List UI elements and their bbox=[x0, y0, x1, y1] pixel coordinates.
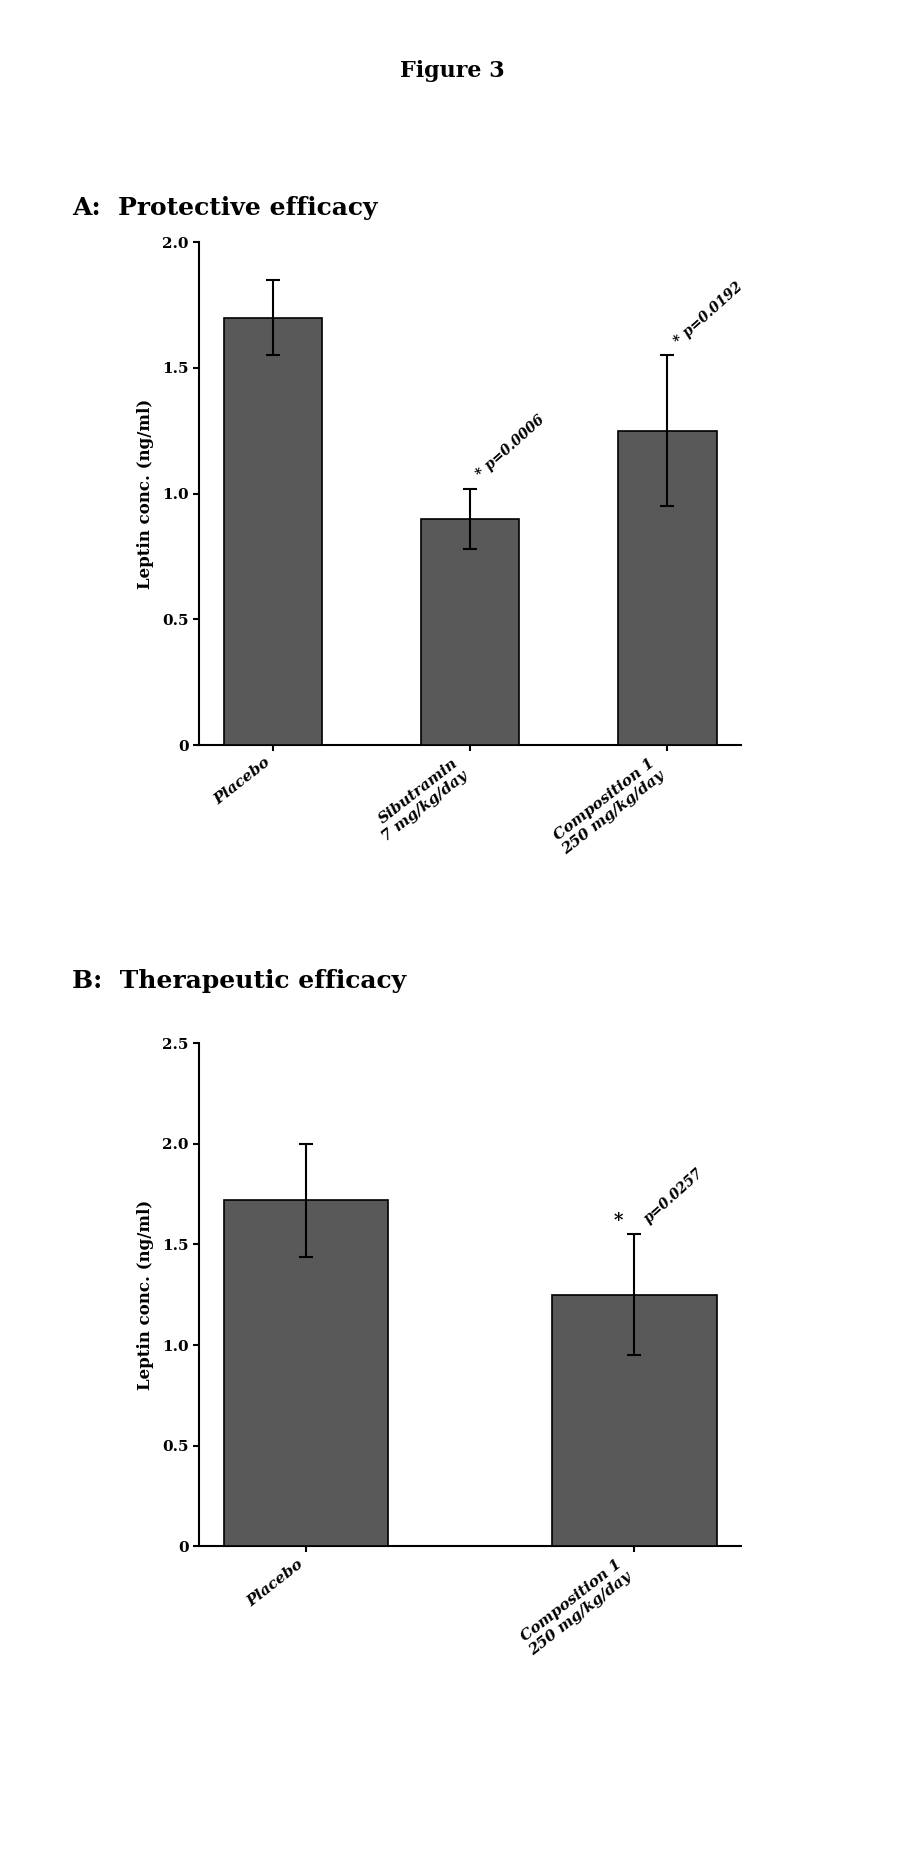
Text: A:  Protective efficacy: A: Protective efficacy bbox=[72, 196, 377, 220]
Bar bbox=[420, 520, 519, 745]
Text: p=0.0257: p=0.0257 bbox=[640, 1166, 705, 1226]
Bar bbox=[223, 1200, 387, 1546]
Y-axis label: Leptin conc. (ng/ml): Leptin conc. (ng/ml) bbox=[136, 1200, 154, 1390]
Bar bbox=[223, 319, 321, 745]
Bar bbox=[552, 1295, 716, 1546]
Y-axis label: Leptin conc. (ng/ml): Leptin conc. (ng/ml) bbox=[136, 399, 154, 589]
Text: * p=0.0006: * p=0.0006 bbox=[473, 414, 547, 481]
Bar bbox=[618, 430, 716, 745]
Text: *: * bbox=[612, 1213, 622, 1230]
Text: B:  Therapeutic efficacy: B: Therapeutic efficacy bbox=[72, 969, 406, 993]
Text: Figure 3: Figure 3 bbox=[399, 60, 504, 82]
Text: * p=0.0192: * p=0.0192 bbox=[671, 279, 744, 348]
